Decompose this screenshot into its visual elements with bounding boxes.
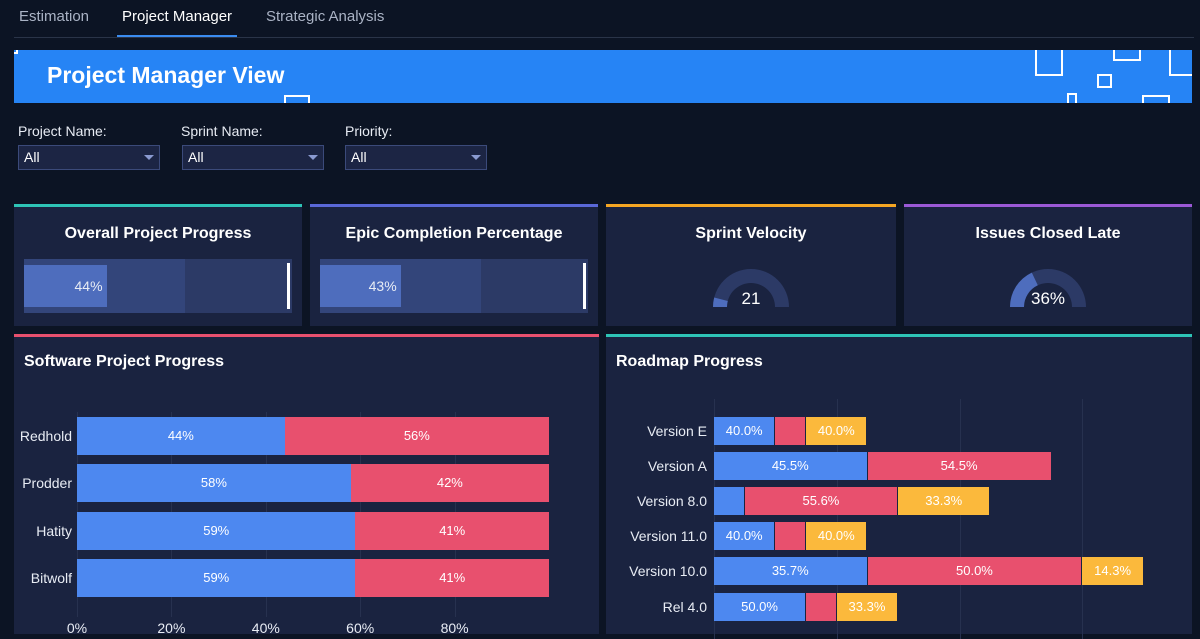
bar-segment: 59% (77, 512, 356, 550)
x-tick-label: 80% (440, 620, 469, 636)
decor-square (14, 50, 18, 54)
kpi-overall-progress: Overall Project Progress 44% (14, 204, 302, 326)
kpi-title: Overall Project Progress (64, 225, 252, 242)
y-label: Rel 4.0 (662, 599, 707, 615)
x-tick-label: 40% (251, 620, 280, 636)
bar-segment: 59% (77, 559, 356, 597)
select-value: All (351, 149, 367, 165)
gridline (836, 399, 838, 639)
y-label: Redhold (19, 428, 72, 444)
sprint-name-select[interactable]: All (182, 145, 324, 170)
sprint-name-label: Sprint Name: (181, 123, 263, 139)
progress-fill: 43% (320, 265, 401, 307)
decor-square (1169, 50, 1192, 76)
bar-segment: 41% (355, 512, 549, 550)
select-value: All (188, 149, 204, 165)
gauge (713, 269, 789, 307)
tab-strategic-analysis[interactable]: Strategic Analysis (266, 8, 385, 25)
y-label: Version A (647, 458, 707, 474)
panel-title: Roadmap Progress (616, 353, 763, 370)
bar-segment (775, 417, 806, 445)
tab-estimation[interactable]: Estimation (19, 8, 90, 25)
software-project-progress-panel: Software Project Progress 0% 20% 40% 60% 80%… (14, 334, 599, 636)
y-label: Version 8.0 (636, 493, 707, 509)
bar-segment: 40.0% (714, 522, 775, 550)
y-label: Version 11.0 (630, 528, 707, 544)
kpi-issues-closed-late: Issues Closed Late 36% (904, 204, 1192, 326)
bar-segment: 58% (77, 464, 351, 502)
y-label: Version E (647, 423, 707, 439)
x-tick-label: 0% (66, 620, 88, 636)
page-banner: Project Manager View (14, 50, 1192, 103)
bar-segment: 33.3% (898, 487, 990, 515)
y-label: Bitwolf (30, 570, 72, 586)
bar-segment: 14.3% (1082, 557, 1143, 585)
decor-square (1097, 74, 1112, 88)
tab-divider (14, 37, 1194, 38)
bar-segment: 42% (350, 464, 549, 502)
bar-segment: 33.3% (836, 593, 898, 621)
panel-title: Software Project Progress (24, 353, 225, 370)
bar-segment: 45.5% (714, 452, 867, 480)
y-label: Hatity (36, 523, 72, 539)
bar-segment: 41% (355, 559, 549, 597)
bar-segment: 40.0% (806, 522, 867, 550)
chevron-down-icon (308, 155, 318, 160)
roadmap-progress-panel: Roadmap Progress Version E 40.0% 40.0% Vers… (606, 334, 1192, 639)
gridline (714, 399, 715, 639)
project-name-select[interactable]: All (18, 145, 160, 170)
gridline (1082, 399, 1084, 639)
decor-square (1113, 50, 1141, 61)
tab-project-manager[interactable]: Project Manager (117, 0, 238, 38)
progress-bar: 44% (24, 259, 292, 313)
kpi-epic-completion: Epic Completion Percentage 43% (310, 204, 598, 326)
x-tick-label: 20% (157, 620, 186, 636)
gauge (1010, 269, 1086, 307)
x-tick-label: 60% (346, 620, 375, 636)
bar-segment: 40.0% (806, 417, 867, 445)
project-name-label: Project Name: (18, 123, 107, 139)
progress-fill: 44% (24, 265, 107, 307)
chevron-down-icon (144, 155, 154, 160)
bar-segment: 50.0% (867, 557, 1082, 585)
bar-segment: 55.6% (744, 487, 898, 515)
bar-segment: 40.0% (714, 417, 775, 445)
gridline (959, 399, 961, 639)
bar-segment: 35.7% (714, 557, 867, 585)
decor-square (1067, 93, 1077, 103)
page-title: Project Manager View (47, 62, 285, 88)
kpi-title: Sprint Velocity (695, 225, 807, 242)
kpi-sprint-velocity: Sprint Velocity 21 (606, 204, 896, 326)
bar-segment (775, 522, 806, 550)
bar-segment: 50.0% (714, 593, 806, 621)
gauge-value: 21 (741, 289, 761, 308)
kpi-title: Issues Closed Late (975, 225, 1121, 242)
decor-square (1035, 50, 1063, 76)
bar-segment (806, 593, 836, 621)
decor-square (1142, 95, 1170, 103)
chevron-down-icon (471, 155, 481, 160)
bar-segment: 44% (77, 417, 285, 455)
priority-select[interactable]: All (345, 145, 487, 170)
y-label: Version 10.0 (629, 563, 707, 579)
priority-label: Priority: (345, 123, 393, 139)
y-label: Prodder (22, 475, 72, 491)
kpi-title: Epic Completion Percentage (345, 225, 563, 242)
bar-segment (714, 487, 744, 515)
decor-square (284, 95, 310, 103)
gauge-value: 36% (1030, 289, 1066, 308)
bar-segment: 54.5% (867, 452, 1051, 480)
select-value: All (24, 149, 40, 165)
progress-bar: 43% (320, 259, 588, 313)
bar-segment: 56% (284, 417, 549, 455)
